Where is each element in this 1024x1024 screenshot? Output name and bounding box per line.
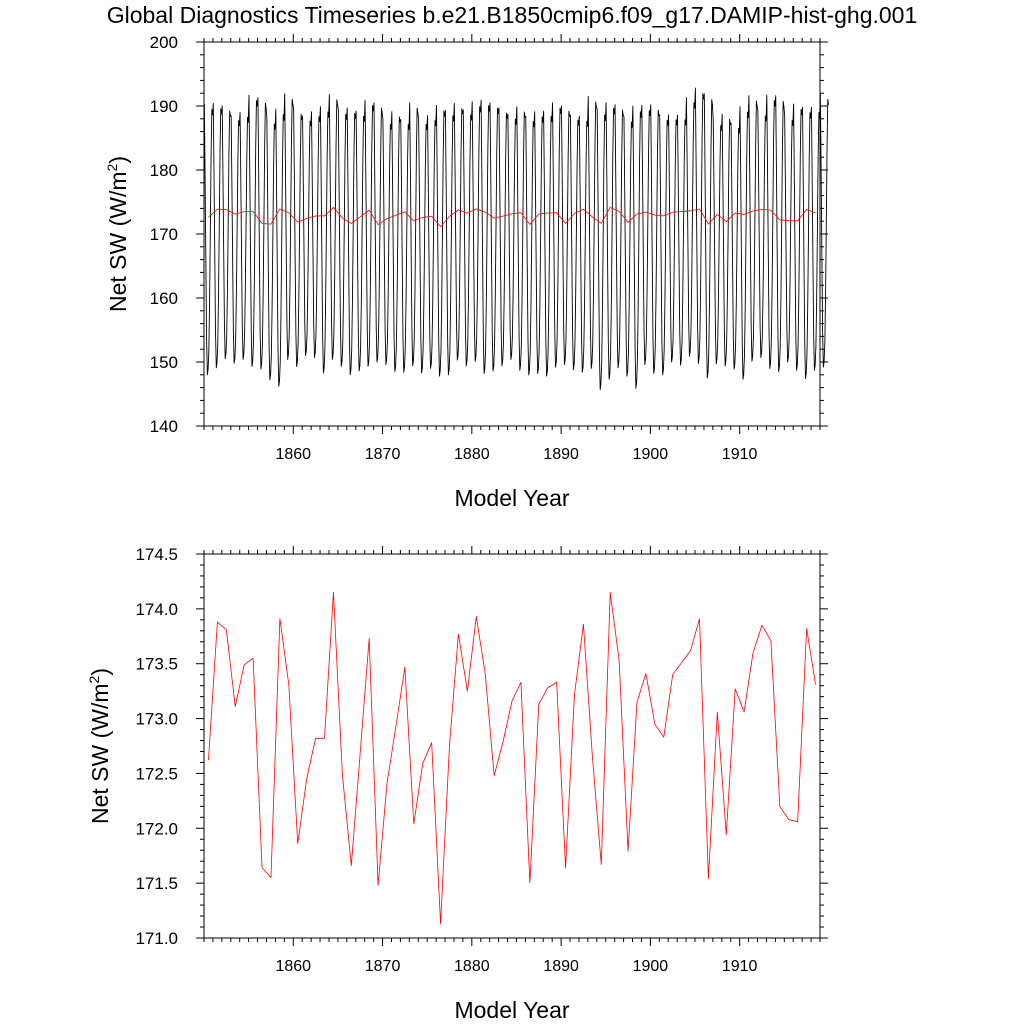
y-tick-label: 190: [150, 97, 178, 116]
y-axis-label-tail: ): [105, 156, 131, 164]
y-axis-label-tail: ): [87, 668, 113, 676]
y-axis-label: Net SW (W/m2): [86, 668, 113, 824]
y-tick-label: 174.0: [135, 600, 178, 619]
x-axis-label: Model Year: [454, 997, 569, 1023]
x-tick-label: 1880: [454, 446, 490, 463]
y-tick-label: 172.0: [135, 819, 178, 838]
y-tick-label: 170: [150, 225, 178, 244]
bottom-panel: 1860 1870 1880 1890 1900 1910 171.0 171.5 172.0 1…: [86, 545, 828, 1023]
annual-mean-series-line: [208, 592, 816, 925]
y-tick-label: 171.0: [135, 929, 178, 948]
y-axis-label: Net SW (W/m2): [104, 156, 131, 312]
x-tick-label: 1880: [454, 958, 490, 975]
x-tick-label: 1870: [365, 446, 401, 463]
y-tick-label: 173.5: [135, 655, 178, 674]
x-tick-label: 1890: [543, 446, 579, 463]
y-tick-label: 180: [150, 161, 178, 180]
y-tick-label: 172.5: [135, 764, 178, 783]
x-tick-label: 1860: [275, 958, 311, 975]
y-axis-label-main: Net SW (W/m: [87, 683, 113, 824]
monthly-series-line: [203, 87, 830, 390]
x-tick-label: 1900: [633, 446, 669, 463]
x-tick-label: 1910: [722, 958, 758, 975]
y-tick-label: 200: [150, 33, 178, 52]
plot-frame: [203, 41, 821, 427]
y-axis-label-main: Net SW (W/m: [105, 171, 131, 312]
x-tick-label: 1900: [633, 958, 669, 975]
top-panel: 1860 1870 1880 1890 1900 1910 140 150 160 170 180 1…: [104, 33, 830, 511]
annual-mean-series-line: [208, 207, 816, 228]
y-tick-label: 150: [150, 353, 178, 372]
y-tick-label: 171.5: [135, 874, 178, 893]
y-tick-label: 160: [150, 289, 178, 308]
page-title: Global Diagnostics Timeseries b.e21.B185…: [106, 2, 918, 28]
y-tick-label: 140: [150, 417, 178, 436]
x-tick-label: 1860: [275, 446, 311, 463]
x-tick-label: 1870: [365, 958, 401, 975]
x-tick-label: 1910: [722, 446, 758, 463]
y-tick-label: 173.0: [135, 710, 178, 729]
x-axis-label: Model Year: [454, 485, 569, 511]
y-axis-label-superscript: 2: [86, 675, 102, 683]
y-axis-label-superscript: 2: [104, 163, 120, 171]
x-tick-label: 1890: [543, 958, 579, 975]
y-tick-label: 174.5: [135, 545, 178, 564]
plot-frame: [203, 553, 821, 939]
